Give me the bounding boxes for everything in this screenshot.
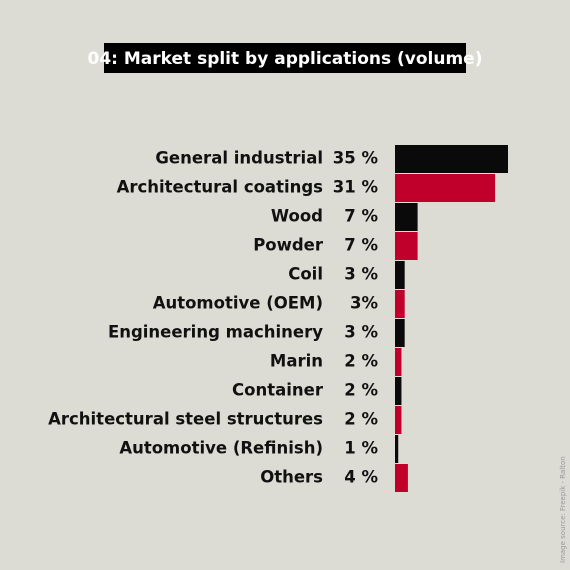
category-label: Automotive (Refinish) — [119, 439, 323, 458]
bar — [395, 406, 402, 434]
category-label: General industrial — [155, 149, 323, 168]
value-label: 3 % — [344, 323, 378, 342]
value-label: 3% — [350, 294, 378, 313]
category-label: Automotive (OEM) — [153, 294, 323, 313]
category-label: Container — [232, 381, 324, 400]
chart-title: 04: Market split by applications (volume… — [88, 49, 483, 69]
value-label: 31 % — [333, 178, 379, 197]
bar — [395, 435, 399, 463]
value-label: 2 % — [344, 410, 378, 429]
bar — [395, 174, 496, 202]
bar — [395, 232, 418, 260]
category-label: Powder — [253, 236, 324, 255]
bar — [395, 464, 408, 492]
category-label: Architectural steel structures — [48, 410, 323, 429]
bar — [395, 319, 405, 347]
bar — [395, 145, 508, 173]
value-label: 2 % — [344, 352, 378, 371]
source-note: Image source: Freepik - Ralton — [559, 456, 567, 563]
category-label: Coil — [288, 265, 323, 284]
category-label: Marin — [270, 352, 323, 371]
value-label: 7 % — [344, 207, 378, 226]
category-label: Engineering machinery — [108, 323, 323, 342]
value-label: 3 % — [344, 265, 378, 284]
bar — [395, 261, 405, 289]
value-label: 1 % — [344, 439, 378, 458]
category-label: Others — [260, 468, 323, 487]
bar — [395, 377, 402, 405]
bar — [395, 290, 405, 318]
bar — [395, 203, 418, 231]
bar — [395, 348, 402, 376]
value-label: 7 % — [344, 236, 378, 255]
category-label: Wood — [271, 207, 323, 226]
value-label: 35 % — [333, 149, 379, 168]
category-label: Architectural coatings — [117, 178, 324, 197]
value-label: 2 % — [344, 381, 378, 400]
value-label: 4 % — [344, 468, 378, 487]
title-box — [104, 43, 466, 73]
